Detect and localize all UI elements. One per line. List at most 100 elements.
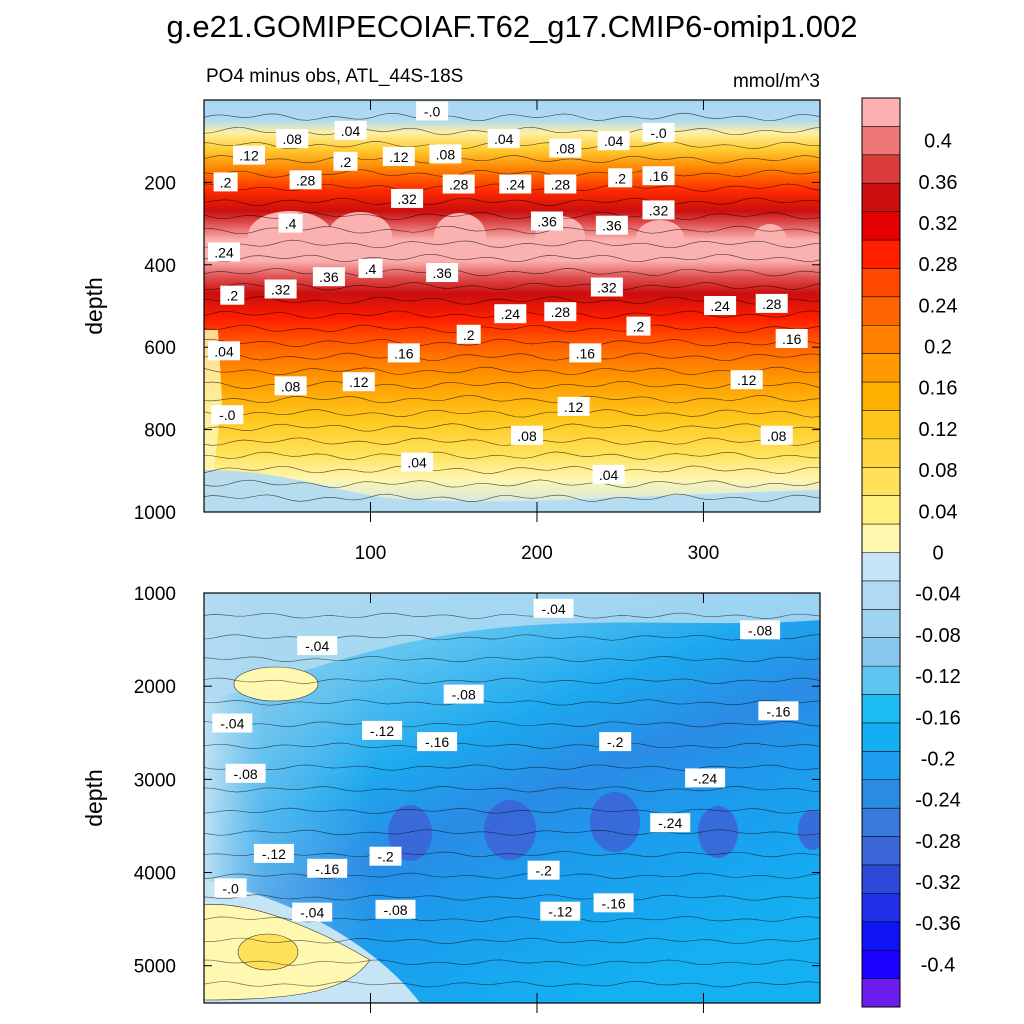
contour-label-text: -.08 bbox=[234, 766, 258, 782]
x-tick-label: 100 bbox=[355, 543, 387, 564]
contour-label-box bbox=[740, 620, 781, 640]
contour-line bbox=[204, 409, 820, 418]
contour-label: -.04 bbox=[212, 713, 253, 733]
contour-label: .08 bbox=[511, 425, 543, 445]
contour-label-box bbox=[387, 343, 420, 363]
contour-label-text: .16 bbox=[649, 168, 669, 184]
contour-label-text: .16 bbox=[576, 345, 596, 361]
contour-line bbox=[204, 366, 820, 376]
contour-line bbox=[204, 677, 820, 684]
contour-line bbox=[204, 981, 820, 988]
contour-label-box bbox=[527, 860, 560, 880]
contour-label: .12 bbox=[342, 372, 375, 392]
contour-label-box bbox=[208, 242, 240, 262]
contour-label-box bbox=[220, 285, 245, 305]
contour-label: .32 bbox=[264, 279, 297, 299]
contour-label-text: -.04 bbox=[300, 905, 324, 921]
colorbar-swatch bbox=[862, 183, 900, 213]
colorbar-swatch bbox=[862, 382, 900, 411]
contour-label-text: .36 bbox=[602, 218, 622, 234]
colorbar-label: -0.12 bbox=[915, 666, 961, 688]
contour-label-text: -.08 bbox=[383, 902, 407, 918]
contour-label: .12 bbox=[730, 370, 763, 390]
y-tick-label: 1000 bbox=[134, 503, 176, 524]
contour-label-text: .04 bbox=[341, 123, 361, 139]
contour-label-text: .04 bbox=[494, 131, 514, 147]
contour-label: -.08 bbox=[375, 899, 416, 919]
contour-label-box bbox=[426, 263, 459, 282]
colorbar-swatch bbox=[862, 864, 900, 894]
contour-label-box bbox=[416, 101, 449, 121]
colorbar-swatch bbox=[862, 438, 900, 468]
contour-label-text: .2 bbox=[226, 288, 238, 304]
contour-label: -.08 bbox=[740, 620, 781, 640]
colorbar-swatch bbox=[862, 552, 900, 582]
contour-label-text: .04 bbox=[599, 467, 619, 483]
contour-label-text: -.0 bbox=[222, 880, 239, 896]
colorbar-swatch bbox=[862, 580, 900, 610]
colorbar-swatch bbox=[862, 524, 900, 553]
contour-line bbox=[204, 493, 820, 502]
colorbar-swatch bbox=[862, 950, 900, 980]
colorbar-swatch bbox=[862, 666, 900, 696]
contour-line bbox=[204, 267, 820, 277]
contour-label-box bbox=[626, 316, 651, 336]
contour-label-text: -.2 bbox=[535, 863, 552, 879]
contour-line bbox=[204, 721, 820, 728]
contour-label-text: .12 bbox=[389, 149, 409, 165]
contour-label-text: .2 bbox=[340, 154, 352, 170]
colorbar-swatch bbox=[862, 353, 900, 383]
contour-label: .2 bbox=[608, 168, 633, 188]
colorbar-label: 0.24 bbox=[919, 295, 958, 317]
contour-label-box bbox=[253, 843, 294, 863]
contour-label: .04 bbox=[401, 452, 434, 472]
contour-label-box bbox=[597, 131, 630, 151]
contour-label: -.24 bbox=[685, 768, 726, 788]
contour-label-text: .24 bbox=[506, 177, 526, 193]
contour-label-text: .16 bbox=[394, 345, 414, 361]
colorbar-swatch bbox=[862, 609, 900, 639]
contour-label: .04 bbox=[597, 131, 630, 151]
colorbar-swatch bbox=[862, 694, 900, 724]
colorbar-swatch bbox=[862, 410, 900, 440]
contour-line bbox=[204, 829, 820, 836]
contour-label-text: .08 bbox=[767, 428, 787, 444]
contour-label: .4 bbox=[278, 213, 303, 233]
contour-label-box bbox=[608, 168, 633, 188]
y-tick-label: 2000 bbox=[134, 677, 176, 698]
colorbar-label: 0.12 bbox=[919, 419, 958, 441]
colorbar-label: 0 bbox=[932, 543, 943, 565]
contour-label-box bbox=[429, 144, 462, 164]
contour-label: .32 bbox=[590, 277, 623, 297]
bottom-contour-lines bbox=[204, 612, 820, 988]
contour-label-text: .32 bbox=[397, 191, 417, 207]
contour-label-box bbox=[775, 329, 808, 348]
contour-label: -.16 bbox=[758, 701, 799, 721]
colorbar-label: 0.4 bbox=[924, 131, 952, 153]
contour-label-box bbox=[533, 598, 574, 618]
top-axis-ticks: 200 400 600 800 1000 100 200 300 bbox=[134, 100, 820, 564]
contour-label: .36 bbox=[595, 215, 628, 235]
contour-line bbox=[204, 479, 820, 489]
contour-label: .28 bbox=[755, 293, 788, 313]
contour-label: -.2 bbox=[527, 860, 560, 880]
contour-line bbox=[204, 282, 820, 291]
contour-label-box bbox=[264, 279, 297, 299]
contour-label-text: .2 bbox=[463, 327, 475, 343]
contour-line bbox=[204, 253, 820, 263]
contour-line bbox=[204, 437, 820, 446]
contour-label: .08 bbox=[276, 129, 309, 149]
contour-label-box bbox=[557, 396, 590, 416]
contour-label-box bbox=[225, 763, 266, 783]
x-tick-label: 200 bbox=[521, 543, 553, 564]
colorbar-swatch bbox=[862, 296, 900, 326]
yellow-blob-upper bbox=[233, 666, 319, 702]
colorbar-label: -0.24 bbox=[915, 790, 961, 812]
contour-label: -.16 bbox=[307, 858, 348, 878]
contour-label-text: -.04 bbox=[220, 716, 244, 732]
contour-label-text: -.12 bbox=[548, 904, 572, 920]
contour-label-text: -.2 bbox=[607, 734, 624, 750]
contour-line bbox=[204, 197, 820, 206]
colorbar-label: -0.2 bbox=[921, 748, 955, 770]
colorbar-label: -0.36 bbox=[915, 913, 961, 935]
